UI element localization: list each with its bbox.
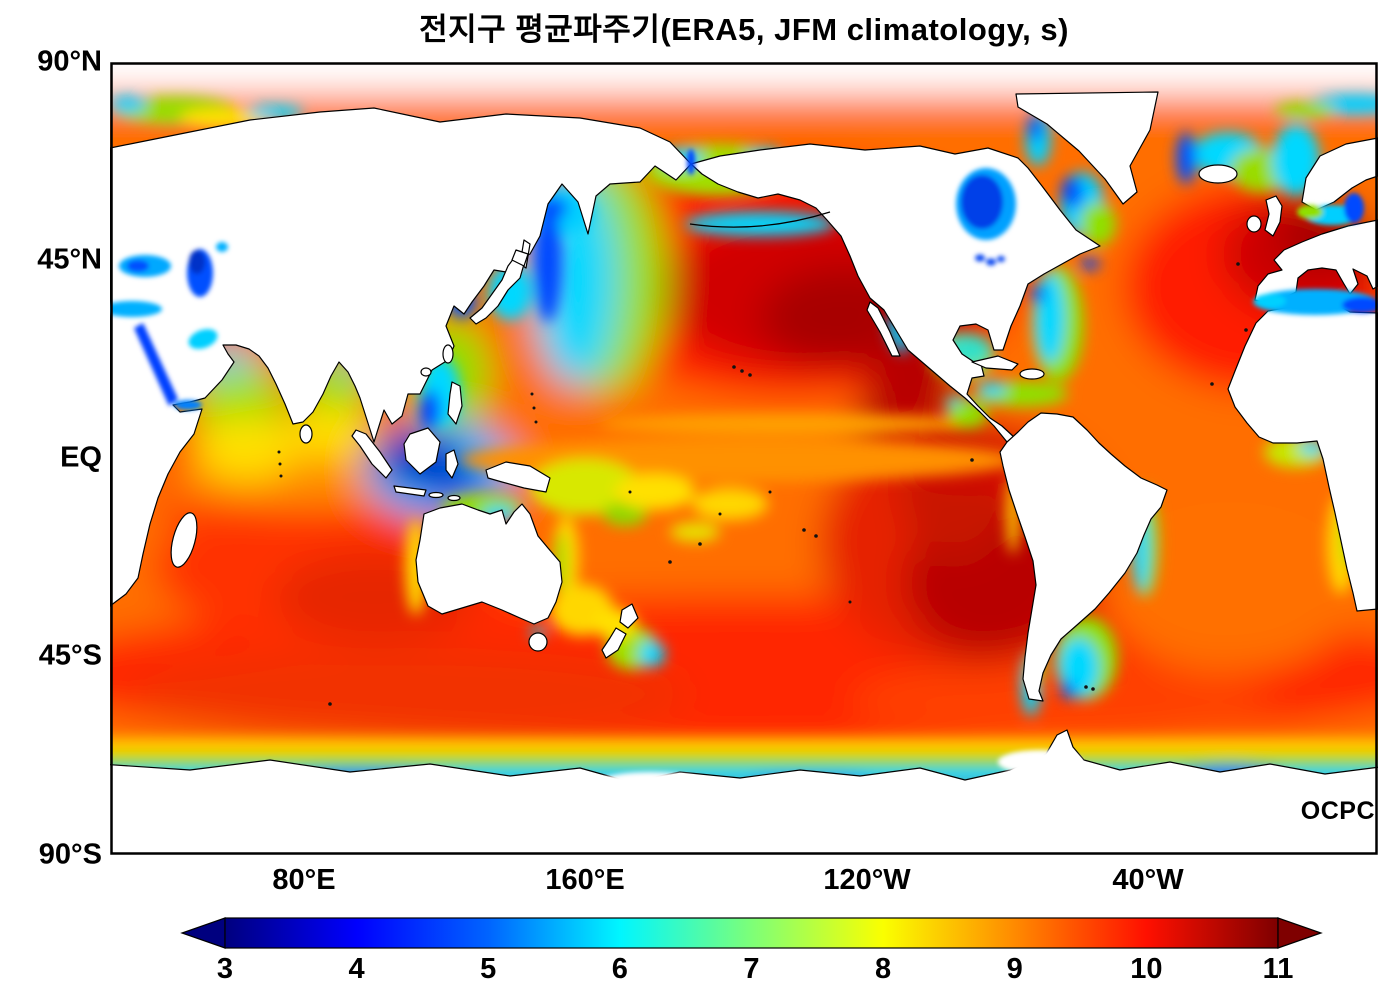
land-hainan [420,367,432,377]
land-south-america [999,412,1168,702]
colorbar-svg [180,917,1323,949]
land-philippines [447,381,463,425]
y-axis-tick: EQ [60,441,102,474]
land-madagascar [170,512,198,568]
colorbar-tick: 8 [875,953,892,985]
land-borneo [403,427,441,475]
colorbar-right-arrow [1277,917,1323,949]
chart-title: 전지구 평균파주기(ERA5, JFM climatology, s) [419,12,1069,47]
land-tasmania [528,632,548,652]
colorbar-tick: 3 [216,953,234,985]
colorbar-tick: 7 [743,953,760,985]
colorbar [180,917,1323,951]
land-hispaniola [1019,368,1045,380]
land-hokkaido [511,249,529,267]
land-japan [469,257,525,325]
colorbar-tick: 5 [480,953,497,985]
land-sumatra [351,429,393,479]
land-greenland [1015,91,1159,205]
y-axis-tick: 45°N [37,243,102,276]
map-plot-area: OCPC [110,62,1378,855]
inland-seas [110,149,1378,796]
land-sri-lanka [299,424,313,444]
land-new-zealand-south [601,627,627,659]
colorbar-tick: 6 [611,953,628,985]
land-sulawesi [445,449,459,479]
map-border [110,62,1378,855]
colorbar-tick: 10 [1130,953,1163,985]
x-axis-tick: 160°E [545,864,625,896]
world-map [110,62,1378,855]
land-iceland [1198,164,1238,184]
land-ireland [1246,215,1262,233]
x-axis-tick: 80°E [272,864,336,896]
land-lesser-sunda [428,491,444,499]
island-specks [277,262,1248,706]
land-java [393,485,427,497]
colorbar-tick: 9 [1006,953,1023,985]
land-new-guinea [485,461,551,493]
colorbar-gradient [224,917,1279,949]
x-axis-tick: 120°W [823,864,911,896]
land-taiwan [442,344,454,364]
land-aleutian-arc [689,211,831,228]
colorbar-ticks: 3 4 5 6 7 8 9 10 11 [217,953,1293,993]
colorbar-tick: 11 [1262,953,1294,985]
y-axis-tick: 45°S [38,639,102,672]
land-cuba [971,355,1019,371]
y-axis-tick: 90°S [38,838,102,871]
land-great-britain [1264,195,1283,237]
colorbar-left-arrow [180,917,226,949]
watermark: OCPC [1300,797,1375,825]
land-new-zealand-north [619,603,639,629]
colorbar-tick: 4 [348,953,365,985]
x-axis-tick: 40°W [1112,864,1184,896]
land-baja-california [866,301,901,357]
land-lesser-sunda-2 [447,494,461,502]
land-australia [415,503,563,625]
y-axis-tick: 90°N [37,45,102,78]
